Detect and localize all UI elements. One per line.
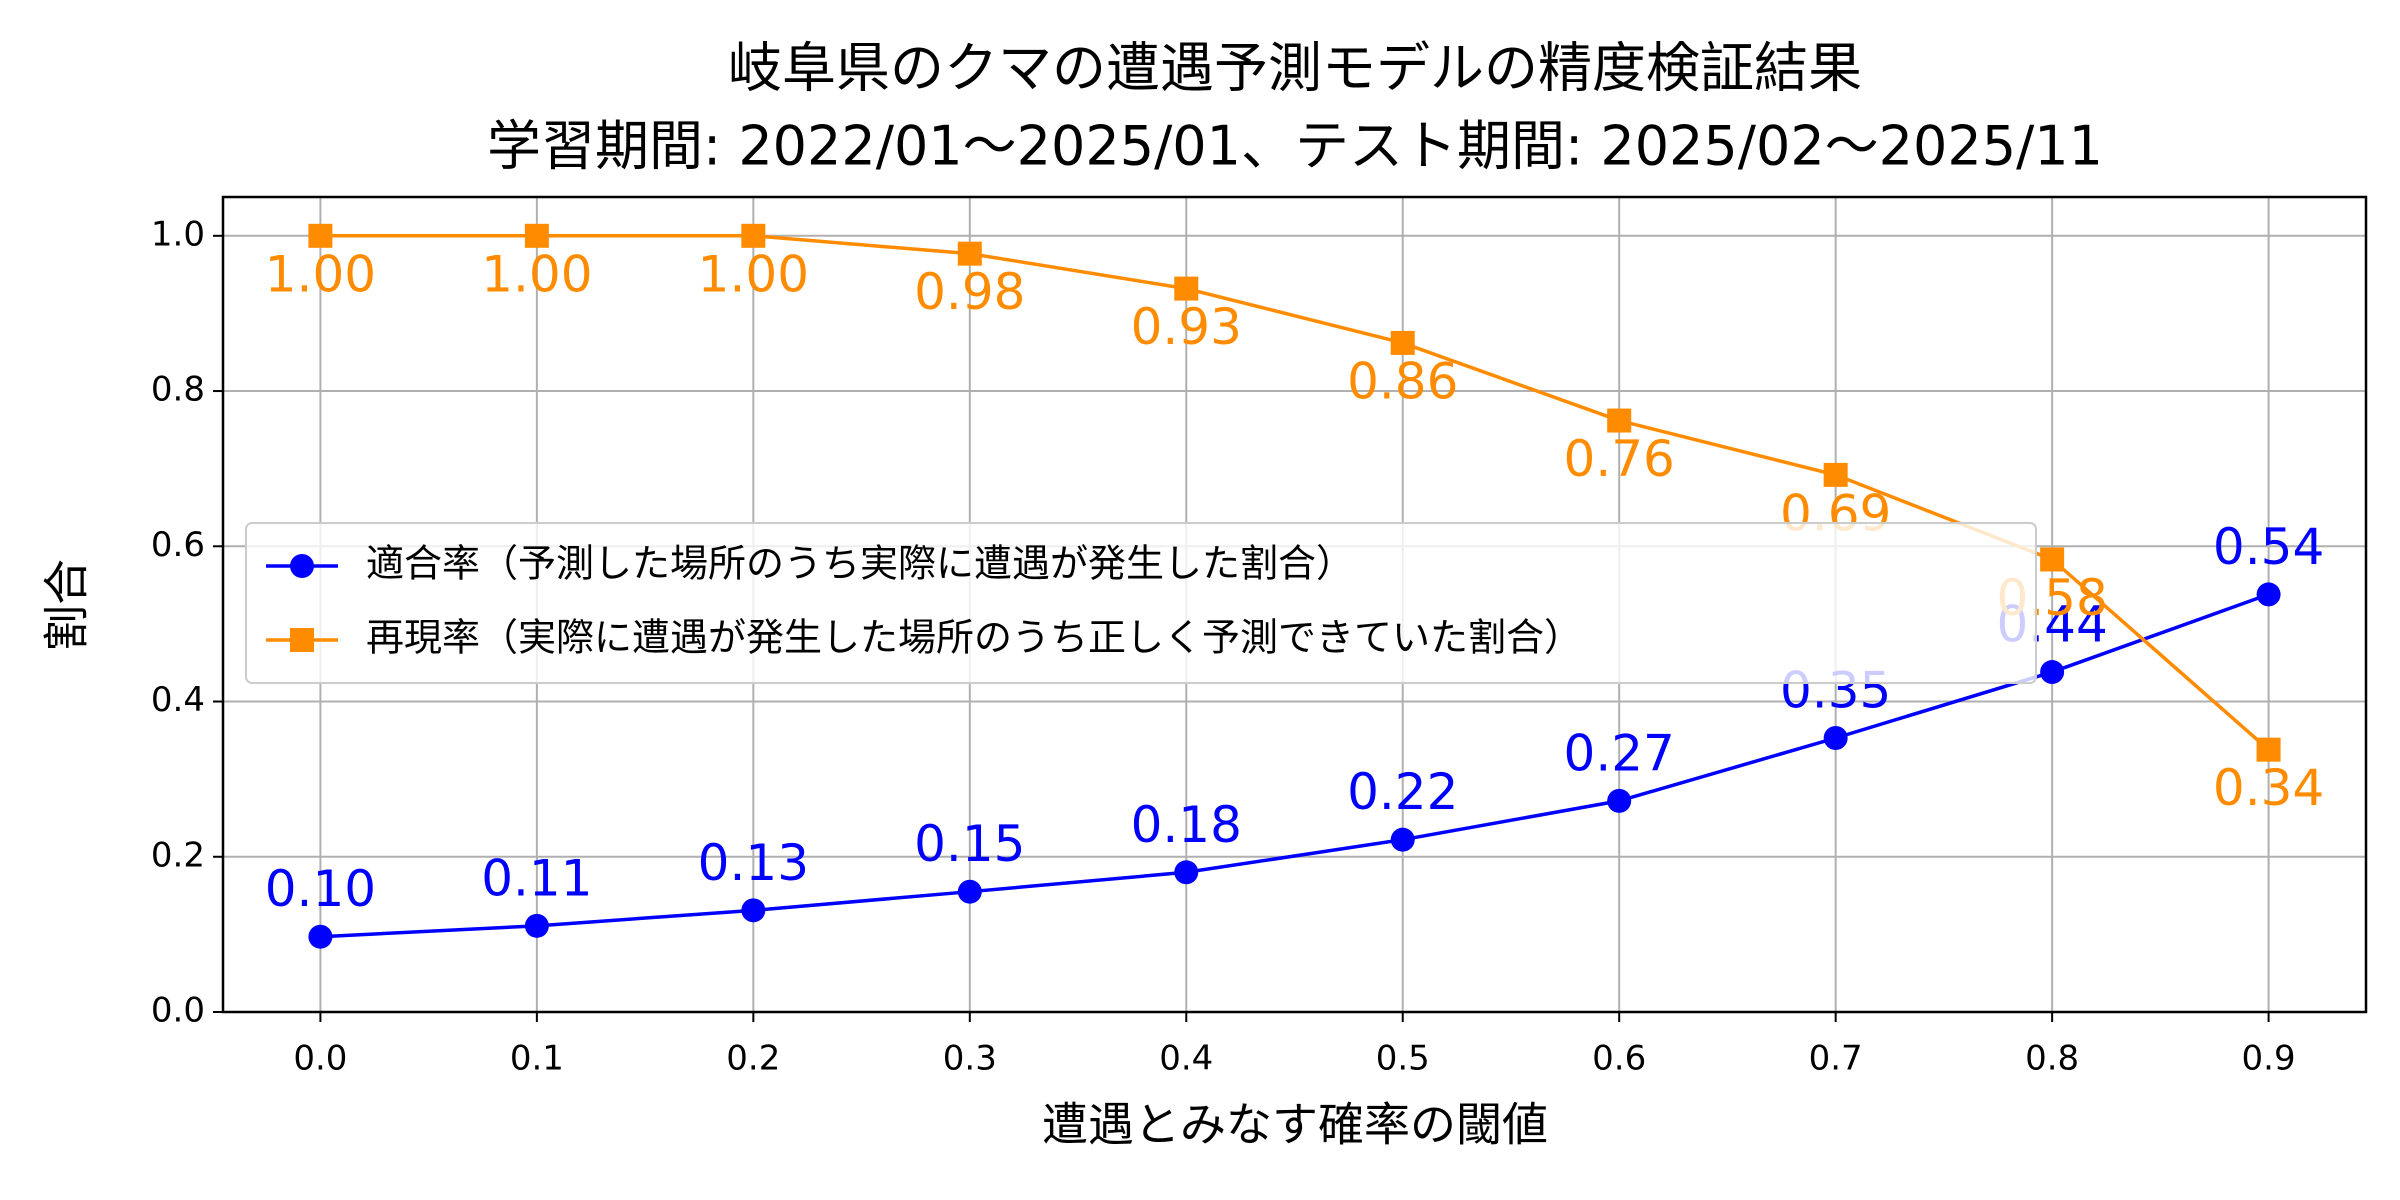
legend: 適合率（予測した場所のうち実際に遭遇が発生した割合） 再現率（実際に遭遇が発生した…: [245, 522, 2037, 684]
data-label: 0.13: [698, 834, 809, 892]
data-label: 0.76: [1564, 430, 1675, 488]
x-tick-label: 0.1: [510, 1039, 564, 1079]
y-tick-label: 0.8: [151, 370, 205, 410]
y-tick-label: 0.0: [151, 991, 205, 1031]
y-tick-label: 1.0: [151, 214, 205, 254]
x-tick-label: 0.5: [1376, 1039, 1430, 1079]
y-axis-label: 割合: [40, 559, 94, 651]
data-label: 1.00: [481, 245, 592, 303]
marker: [1390, 330, 1415, 355]
data-label: 0.34: [2213, 759, 2324, 817]
data-label: 1.00: [265, 245, 376, 303]
marker: [308, 223, 333, 248]
marker: [308, 924, 333, 949]
marker: [1390, 827, 1415, 852]
marker: [1823, 462, 1848, 487]
series-line: [320, 592, 2270, 939]
x-tick-label: 0.8: [2025, 1039, 2079, 1079]
legend-label: 再現率（実際に遭遇が発生した場所のうち正しく予測できていた割合）: [366, 616, 1582, 660]
y-tick-label: 0.6: [151, 525, 205, 565]
x-tick-label: 0.2: [726, 1039, 780, 1079]
data-label: 0.27: [1564, 724, 1675, 782]
plot-frame: [221, 195, 2368, 1014]
marker: [1823, 726, 1848, 751]
legend-marker: [290, 554, 314, 578]
data-label: 0.98: [914, 263, 1025, 321]
chart-title: 岐阜県のクマの遭遇予測モデルの精度検証結果: [728, 37, 1862, 100]
x-tick-label: 0.0: [293, 1039, 347, 1079]
marker: [524, 913, 549, 938]
marker: [2256, 737, 2281, 762]
x-tick-label: 0.3: [943, 1039, 997, 1079]
y-tick-label: 0.4: [151, 680, 205, 720]
data-label: 0.86: [1347, 352, 1458, 410]
marker: [1607, 788, 1632, 813]
marker: [2256, 582, 2281, 607]
marker: [524, 223, 549, 248]
marker: [2040, 547, 2065, 572]
data-label: 0.93: [1131, 298, 1242, 356]
x-tick-label: 0.6: [1592, 1039, 1646, 1079]
marker: [1174, 276, 1199, 301]
data-label: 0.10: [265, 860, 376, 918]
marker: [1174, 860, 1199, 885]
marker: [2040, 660, 2065, 685]
x-tick-label: 0.7: [1809, 1039, 1863, 1079]
marker: [1607, 408, 1632, 433]
marker: [957, 241, 982, 266]
data-label: 0.54: [2213, 518, 2324, 576]
data-label: 1.00: [698, 245, 809, 303]
data-label: 0.22: [1347, 763, 1458, 821]
chart-subtitle: 学習期間: 2022/01〜2025/01、テスト期間: 2025/02〜202…: [487, 115, 2103, 178]
data-label: 0.15: [914, 815, 1025, 873]
marker: [957, 879, 982, 904]
legend-marker: [290, 628, 314, 652]
x-axis-label: 遭遇とみなす確率の閾値: [1042, 1098, 1548, 1152]
data-label: 0.11: [481, 849, 592, 907]
x-tick-label: 0.9: [2242, 1039, 2296, 1079]
legend-label: 適合率（予測した場所のうち実際に遭遇が発生した割合）: [366, 542, 1354, 586]
y-tick-label: 0.2: [151, 835, 205, 875]
series-line: [320, 234, 2270, 751]
legend-box: [245, 522, 2037, 684]
marker: [741, 898, 766, 923]
marker: [741, 223, 766, 248]
x-tick-label: 0.4: [1159, 1039, 1213, 1079]
data-label: 0.18: [1131, 796, 1242, 854]
